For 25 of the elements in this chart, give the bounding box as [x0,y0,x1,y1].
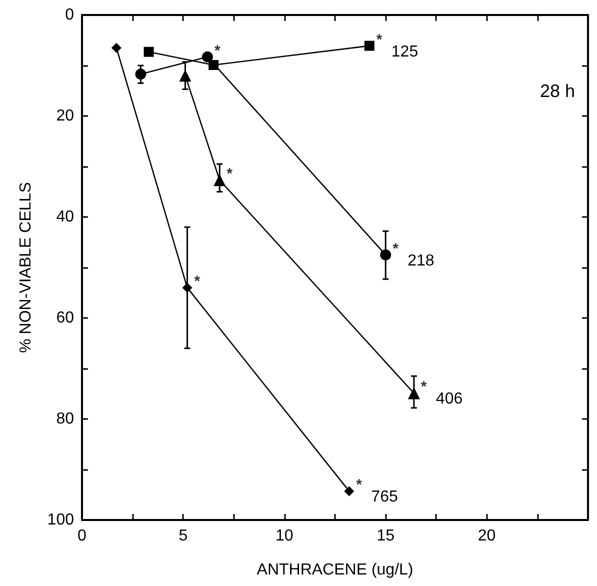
annotation: * [226,166,233,183]
annotation: * [194,273,200,290]
y-tick-label: 40 [56,208,74,226]
series-label: 125 [391,43,418,60]
y-tick-label: 20 [56,108,74,124]
y-tick-label: 0 [65,6,74,24]
y-tick-label: 80 [56,410,74,428]
series-label: 406 [436,390,463,408]
annotation: 28 h [540,81,576,101]
annotation: * [392,240,399,258]
annotation: * [356,476,362,494]
x-axis-title: ANTHRACENE (ug/L) [256,562,414,578]
annotation: * [376,31,382,48]
y-axis-title: % NON-VIABLE CELLS [18,182,34,353]
x-tick-label: 0 [78,528,87,544]
y-tick-label: 100 [47,512,74,528]
y-tick-label: 60 [56,310,74,326]
series-label: 765 [371,488,398,506]
annotation: * [420,378,427,396]
x-tick-label: 5 [178,528,188,544]
x-tick-label: 20 [478,528,496,544]
x-tick-label: 15 [376,528,395,544]
annotation: * [214,42,220,60]
series-label: 218 [408,252,434,270]
x-tick-label: 10 [276,528,294,544]
